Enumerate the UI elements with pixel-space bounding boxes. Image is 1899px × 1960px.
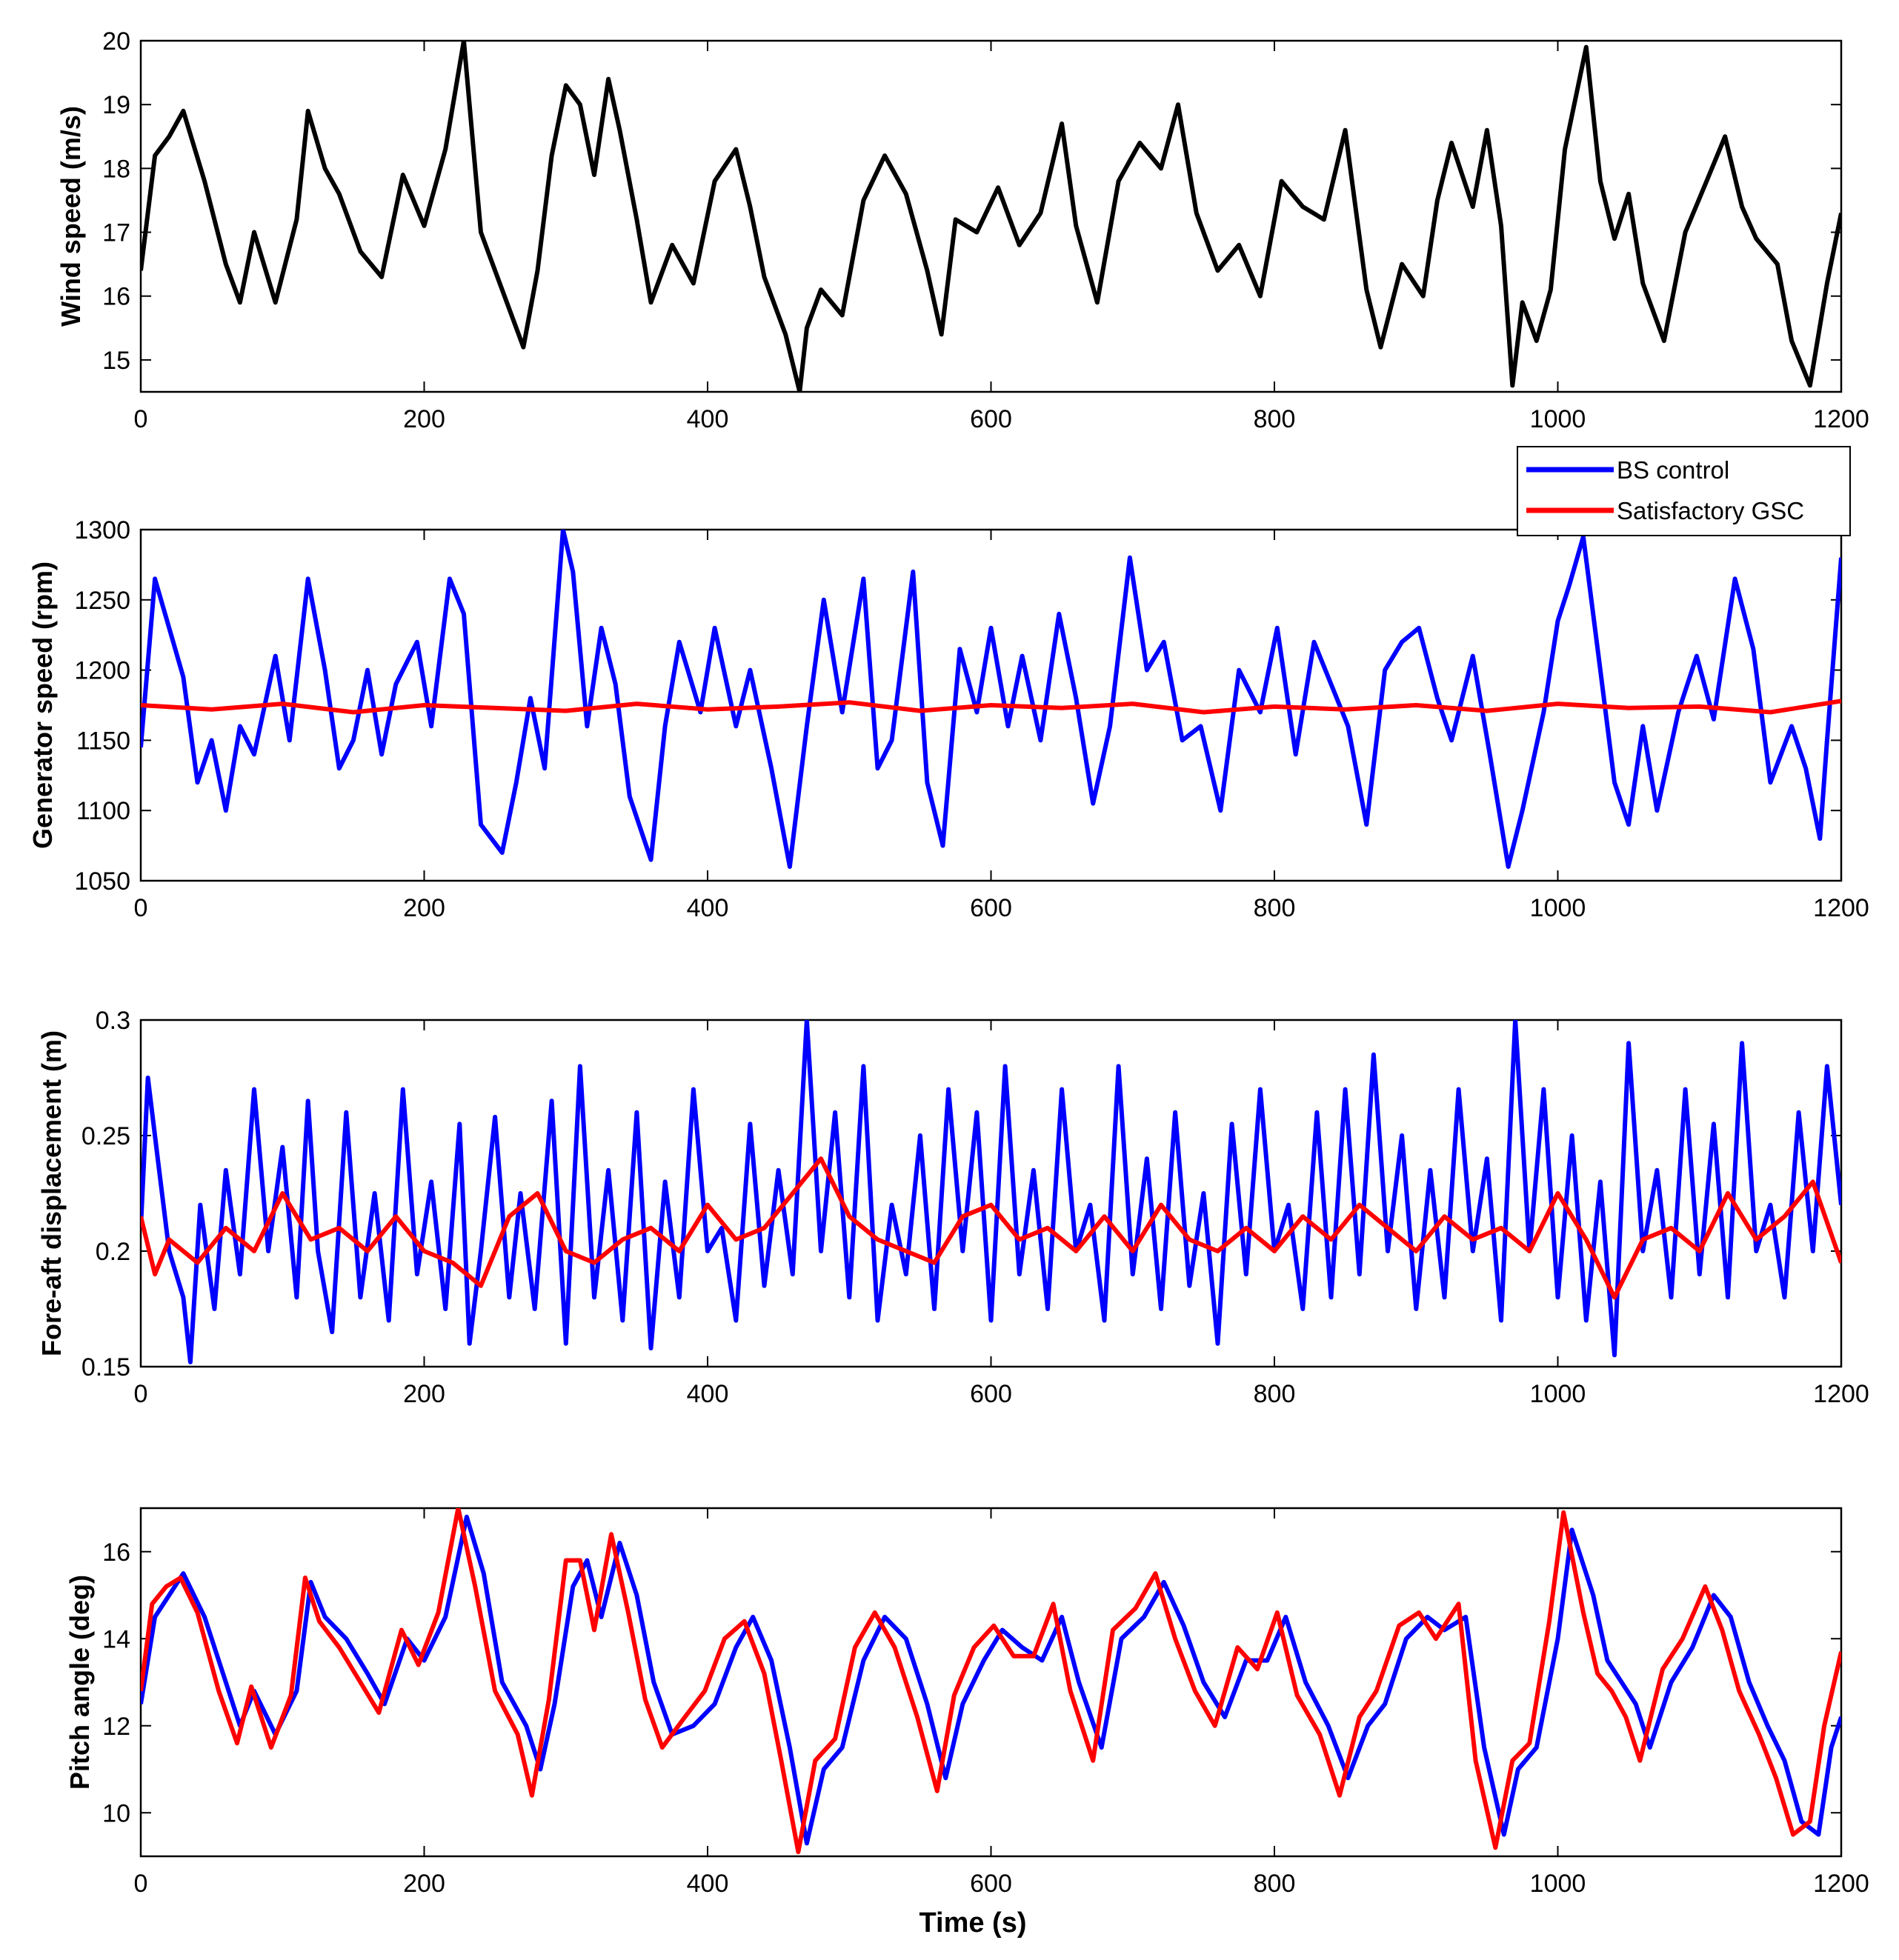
y-tick-labels: 1050 1100 1150 1200 1250 1300 [74,516,1841,896]
y-tick-label: 1150 [76,727,130,755]
y-tick-label: 1200 [74,657,130,685]
series-line-wind-speed [141,41,1841,392]
legend: BS control Satisfactory GSC [1517,446,1851,536]
x-tick-label: 200 [403,1870,445,1898]
x-tick-label: 200 [403,1380,445,1408]
x-tick-label: 800 [1254,1380,1296,1408]
legend-label-satisfactory-gsc: Satisfactory GSC [1617,497,1804,524]
x-tick-label: 400 [687,1380,729,1408]
y-tick-labels: 0.15 0.2 0.25 0.3 [82,1007,1841,1381]
y-tick-label: 14 [102,1625,130,1653]
y-tick-label: 1300 [74,516,130,544]
x-tick-label: 1200 [1813,1870,1869,1898]
x-tick-label: 400 [687,1870,729,1898]
series-line-bs-control [141,1514,1841,1846]
y-tick-label: 0.25 [82,1122,130,1150]
x-tick-label: 600 [970,1870,1012,1898]
y-axis-label: Generator speed (rpm) [27,561,58,849]
x-tick-label: 0 [134,405,148,433]
x-tick-label: 1200 [1813,894,1869,922]
y-tick-label: 19 [102,91,130,119]
y-axis-label: Fore-aft displacement (m) [36,1030,67,1356]
series-line-satisfactory-gsc [141,1508,1841,1855]
x-tick-label: 800 [1254,894,1296,922]
y-tick-label: 0.2 [96,1238,130,1266]
wind-speed-panel: 15 16 17 18 19 20 0 200 400 600 800 1000 1200 Wind … [56,27,1869,433]
y-tick-label: 15 [102,347,130,375]
y-tick-label: 10 [102,1799,130,1827]
x-tick-labels: 0 200 400 600 800 1000 1200 [134,530,1869,922]
y-tick-labels: 15 16 17 18 19 20 [102,27,1841,375]
y-tick-label: 16 [102,283,130,311]
y-tick-label: 0.3 [96,1007,130,1035]
y-tick-label: 16 [102,1539,130,1567]
x-tick-labels: 0 200 400 600 800 1000 1200 [134,41,1869,433]
x-tick-label: 1000 [1530,1870,1586,1898]
x-tick-label: 1200 [1813,1380,1869,1408]
x-tick-label: 400 [687,894,729,922]
x-tick-label: 600 [970,405,1012,433]
legend-box [1517,446,1851,536]
x-tick-label: 0 [134,1870,148,1898]
y-tick-label: 18 [102,155,130,183]
y-tick-label: 0.15 [82,1353,130,1381]
y-tick-label: 1250 [74,587,130,615]
series-group [141,1020,1841,1364]
x-tick-label: 600 [970,1380,1012,1408]
y-tick-label: 17 [102,219,130,247]
series-group [141,1508,1841,1855]
plot-frame [139,1507,1843,1858]
x-tick-label: 1000 [1530,1380,1586,1408]
x-tick-label: 800 [1254,405,1296,433]
x-tick-label: 400 [687,405,729,433]
x-tick-label: 0 [134,894,148,922]
y-tick-label: 20 [102,27,130,56]
x-tick-label: 0 [134,1380,148,1408]
x-tick-label: 1000 [1530,894,1586,922]
x-tick-label: 800 [1254,1870,1296,1898]
x-tick-label: 600 [970,894,1012,922]
pitch-angle-panel: 10 12 14 16 0 200 400 600 800 1000 1200 Pitch ang… [64,1507,1869,1939]
y-tick-label: 1100 [76,797,130,825]
fore-aft-displacement-panel: 0.15 0.2 0.25 0.3 0 200 400 600 800 1000 1200 For… [36,1007,1869,1408]
x-axis-label: Time (s) [919,1907,1026,1939]
series-line-bs-control [141,530,1841,869]
x-tick-label: 1000 [1530,405,1586,433]
legend-label-bs-control: BS control [1617,456,1729,484]
x-tick-labels: 0 200 400 600 800 1000 1200 [134,1508,1869,1898]
series-line-satisfactory-gsc [141,699,1841,715]
x-tick-label: 200 [403,894,445,922]
y-axis-label: Pitch angle (deg) [64,1575,95,1790]
y-tick-labels: 10 12 14 16 [102,1539,1841,1827]
x-tick-label: 200 [403,405,445,433]
series-line-bs-control [141,1020,1841,1364]
x-tick-labels: 0 200 400 600 800 1000 1200 [134,1020,1869,1408]
y-tick-label: 1050 [74,867,130,896]
series-group [141,530,1841,869]
y-axis-label: Wind speed (m/s) [56,106,86,327]
series-line-satisfactory-gsc [141,1156,1841,1300]
x-tick-label: 1200 [1813,405,1869,433]
series-group [141,41,1841,392]
y-tick-label: 12 [102,1713,130,1741]
